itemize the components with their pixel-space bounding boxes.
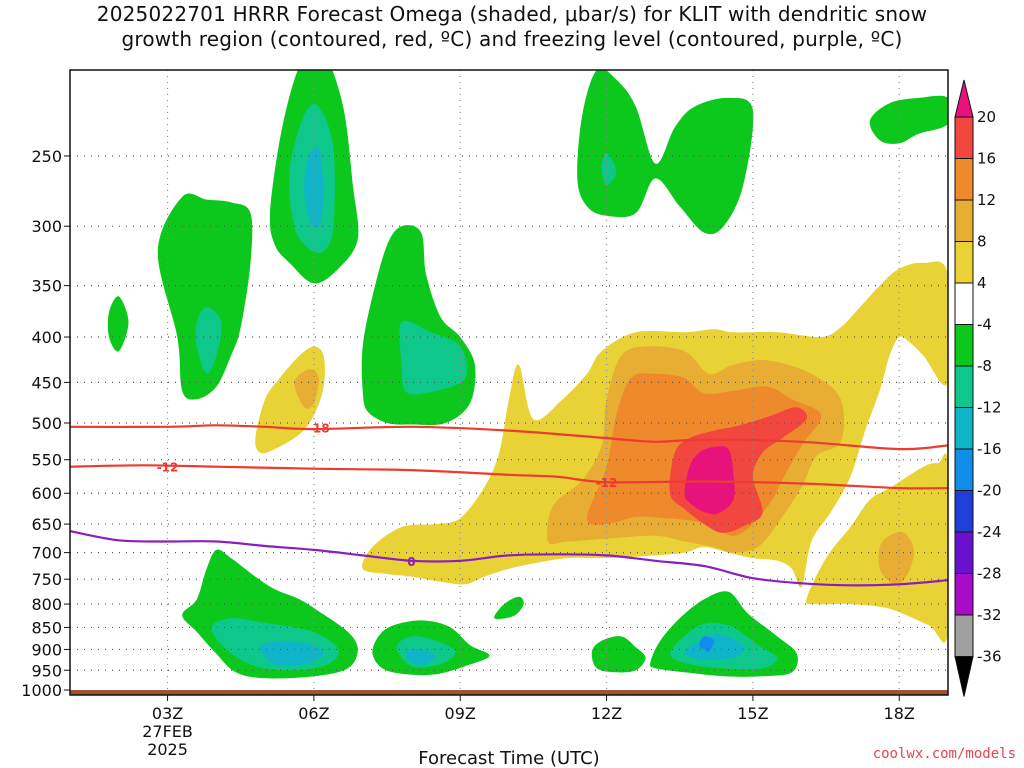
y-tick-label: 550 (31, 451, 62, 470)
omega-shading (107, 70, 948, 679)
colorbar-label: 16 (977, 150, 996, 168)
omega-region-25 (406, 649, 436, 665)
y-tick-label: 1000 (21, 681, 62, 700)
colorbar-label: 4 (977, 274, 987, 292)
colorbar-top-triangle (954, 79, 974, 118)
omega-region-1 (195, 307, 222, 374)
colorbar-swatch-7 (954, 365, 974, 408)
y-tick-label: 450 (31, 373, 62, 392)
omega-region-9 (601, 152, 617, 186)
colorbar: 20 16 12 8 4 -4 -8 -12 -16 -20 -24 -28 -32 -36 (954, 79, 1002, 697)
colorbar-swatch-2 (954, 158, 974, 201)
omega-region-4 (304, 145, 324, 229)
terrain-ground (70, 690, 948, 695)
omega-region-0 (157, 193, 253, 400)
x-tick-label: 06Z (298, 704, 329, 723)
contour-line--18 (70, 424, 948, 451)
colorbar-swatch-6 (954, 324, 974, 367)
x-tick-label: 15Z (737, 704, 768, 723)
colorbar-swatch-9 (954, 448, 974, 491)
colorbar-label: -4 (977, 316, 992, 334)
y-tick-label: 600 (31, 484, 62, 503)
omega-region-22 (260, 640, 324, 666)
contour-line--12 (70, 464, 948, 490)
colorbar-label: -32 (977, 606, 1002, 624)
omega-region-6 (361, 225, 476, 426)
colorbar-swatch-4 (954, 241, 974, 284)
colorbar-swatch-5 (954, 282, 974, 325)
y-tick-label: 800 (31, 595, 62, 614)
contour-label--12: -12 (157, 461, 179, 475)
colorbar-label: -8 (977, 357, 992, 375)
omega-region-5 (107, 296, 129, 352)
chart-title: 2025022701 HRRR Forecast Omega (shaded, … (96, 2, 928, 51)
colorbar-label: -20 (977, 482, 1002, 500)
colorbar-label: -36 (977, 648, 1002, 666)
date-label: 27FEB (142, 722, 193, 741)
omega-region-31 (699, 636, 715, 653)
omega-region-12 (294, 369, 319, 409)
credit-link[interactable]: coolwx.com/models (873, 746, 1016, 762)
omega-region-14 (806, 453, 948, 643)
colorbar-swatch-8 (954, 407, 974, 450)
colorbar-swatch-1 (954, 116, 974, 159)
x-axis-title: Forecast Time (UTC) (418, 748, 599, 768)
x-tick-label: 09Z (445, 704, 476, 723)
colorbar-label: -16 (977, 440, 1002, 458)
y-tick-label: 900 (31, 640, 62, 659)
omega-region-10 (869, 95, 948, 144)
colorbar-swatch-12 (954, 573, 974, 616)
y-axis: 250 300 350 400 450 500 550 600 650 700 750 800 850 9… (21, 147, 70, 700)
y-tick-label: 950 (31, 661, 62, 680)
y-tick-label: 350 (31, 277, 62, 296)
colorbar-swatch-11 (954, 531, 974, 574)
ground-layer-bar (70, 690, 948, 695)
colorbar-label: -24 (977, 523, 1002, 541)
x-tick-label: 03Z (152, 704, 183, 723)
omega-region-30 (684, 634, 745, 661)
y-tick-label: 500 (31, 414, 62, 433)
omega-region-19 (684, 446, 735, 515)
colorbar-label: 12 (977, 191, 996, 209)
omega-region-27 (591, 636, 646, 673)
x-tick-label: 12Z (591, 704, 622, 723)
contour-line-0 (70, 530, 948, 587)
date-label: 2025 (147, 740, 188, 759)
y-tick-label: 300 (31, 217, 62, 236)
contour-label--12: -12 (596, 476, 618, 490)
y-tick-label: 400 (31, 328, 62, 347)
colorbar-label: 20 (977, 108, 996, 126)
colorbar-label: 8 (977, 233, 987, 251)
colorbar-label: -28 (977, 565, 1002, 583)
colorbar-bottom-triangle (954, 656, 974, 697)
contour-label--18: -18 (308, 422, 330, 436)
y-tick-label: 700 (31, 544, 62, 563)
y-tick-label: 650 (31, 515, 62, 534)
colorbar-label: -12 (977, 399, 1002, 417)
colorbar-swatch-gray (954, 614, 974, 657)
omega-region-26 (494, 596, 524, 620)
colorbar-swatch-10 (954, 490, 974, 533)
y-tick-label: 850 (31, 618, 62, 637)
y-tick-label: 250 (31, 147, 62, 166)
y-tick-label: 750 (31, 570, 62, 589)
omega-region-15 (878, 531, 915, 585)
omega-region-8 (577, 70, 754, 235)
omega-region-7 (399, 320, 467, 395)
grid-lines (70, 70, 948, 695)
colorbar-swatch-3 (954, 199, 974, 242)
temperature-contours: -18 -12 -12 0 (70, 422, 948, 587)
x-tick-label: 18Z (884, 704, 915, 723)
contour-label-0: 0 (407, 555, 415, 569)
